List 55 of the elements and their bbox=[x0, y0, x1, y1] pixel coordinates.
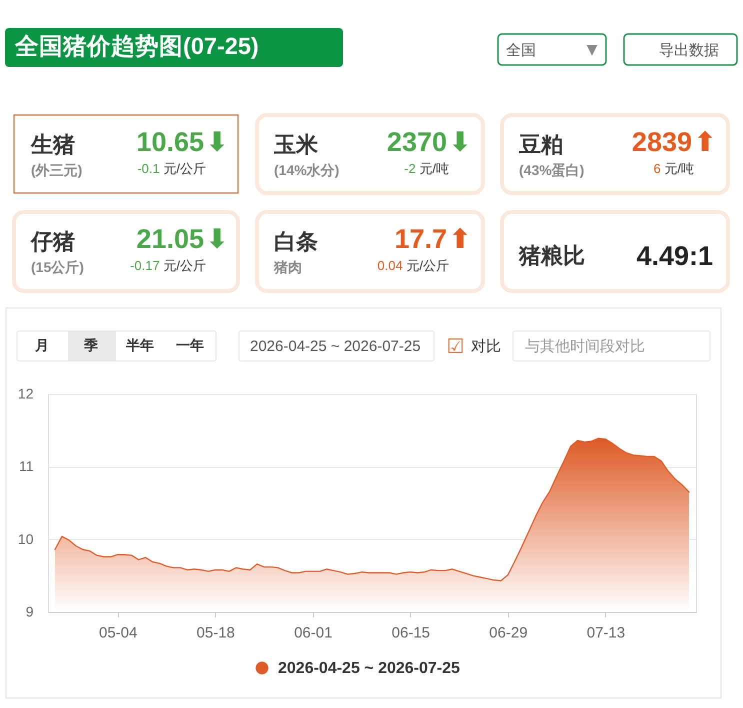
text: 与其他时间段对比 bbox=[525, 338, 645, 355]
text: 对比 bbox=[471, 338, 501, 355]
x-tick-label: 07-13 bbox=[586, 624, 626, 642]
text: 猪粮比 bbox=[518, 243, 585, 268]
text: ⬆ bbox=[448, 224, 472, 255]
text: -0.1 bbox=[137, 161, 160, 176]
x-tick-label: 06-15 bbox=[392, 624, 430, 642]
text: ▼ bbox=[586, 42, 598, 58]
text: 6 bbox=[653, 161, 661, 176]
text: 一年 bbox=[176, 337, 204, 353]
text: 4.49:1 bbox=[636, 241, 713, 271]
text: ☑ bbox=[446, 334, 464, 358]
text: 豆粕 bbox=[518, 132, 563, 157]
text: 0.04 bbox=[377, 258, 403, 273]
text: 全国 bbox=[506, 42, 536, 59]
text: 2026-04-25 ~ 2026-07-25 bbox=[250, 338, 421, 355]
text: 导出数据 bbox=[659, 42, 719, 59]
chart-title: 全国猪价趋势图(07-25) bbox=[14, 33, 259, 59]
x-tick-label: 06-01 bbox=[294, 624, 332, 642]
text: 元/公斤 bbox=[163, 258, 206, 273]
text: 元/吨 bbox=[664, 161, 694, 176]
text: 白条 bbox=[274, 229, 318, 254]
text: ⬇ bbox=[206, 127, 228, 158]
text: 2370 bbox=[386, 127, 447, 157]
text: -0.17 bbox=[130, 258, 160, 273]
x-tick-label: 06-29 bbox=[489, 624, 528, 642]
text: 17.7 bbox=[394, 224, 447, 254]
y-tick-label: 10 bbox=[18, 530, 34, 547]
text: -2 bbox=[404, 161, 416, 176]
text: 仔猪 bbox=[30, 229, 75, 254]
text: ⬆ bbox=[694, 127, 716, 158]
y-tick-label: 12 bbox=[18, 386, 34, 402]
y-tick-label: 9 bbox=[26, 604, 34, 620]
y-tick-label: 11 bbox=[18, 458, 34, 474]
text: 生猪 bbox=[30, 132, 75, 157]
text: 月 bbox=[34, 337, 49, 353]
legend-label: 2026-04-25 ~ 2026-07-25 bbox=[278, 660, 460, 677]
text: (14%水分) bbox=[274, 162, 340, 178]
text: 季 bbox=[83, 337, 98, 353]
text: 21.05 bbox=[136, 224, 204, 254]
text: ⬇ bbox=[206, 224, 228, 255]
text: (43%蛋白) bbox=[519, 162, 584, 178]
text: (外三元) bbox=[31, 162, 82, 178]
x-tick-label: 05-18 bbox=[196, 624, 235, 642]
text: 10.65 bbox=[136, 127, 204, 157]
text: 半年 bbox=[125, 337, 154, 353]
text: 元/吨 bbox=[419, 161, 449, 176]
text: 玉米 bbox=[273, 132, 319, 157]
text: ⬇ bbox=[448, 127, 472, 158]
text: 猪肉 bbox=[273, 259, 302, 275]
text: 2839 bbox=[632, 127, 692, 157]
text: (15公斤) bbox=[31, 259, 84, 275]
text: 元/公斤 bbox=[406, 258, 449, 273]
text: 元/公斤 bbox=[163, 161, 206, 176]
x-tick-label: 05-04 bbox=[98, 624, 138, 642]
